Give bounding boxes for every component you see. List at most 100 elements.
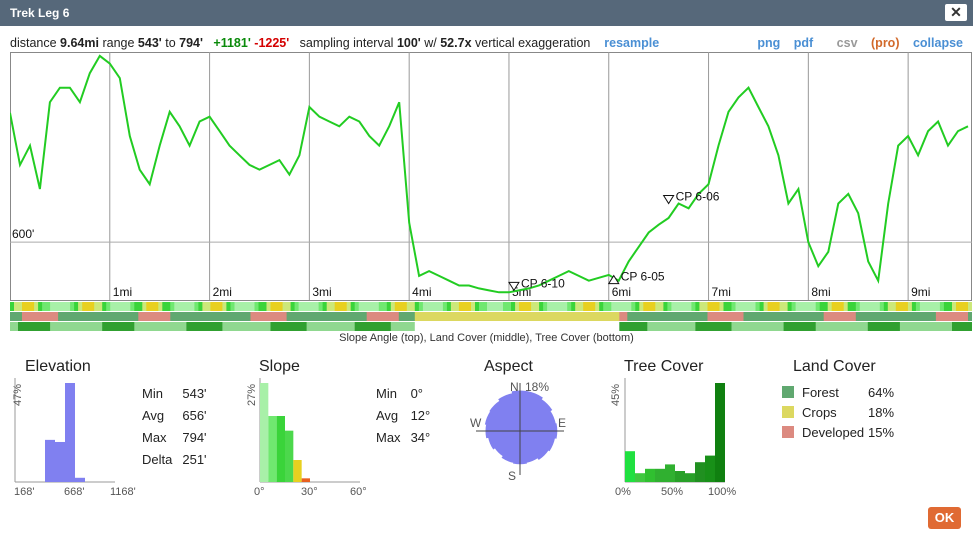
treecover-band-cell bbox=[907, 322, 913, 331]
elevation-bar bbox=[65, 383, 75, 482]
close-button[interactable]: ✕ bbox=[945, 4, 967, 21]
landcover-band-cell bbox=[102, 312, 107, 321]
stat-value: 12° bbox=[410, 408, 431, 423]
slope-band-cell bbox=[511, 302, 516, 311]
landcover-band-cell bbox=[539, 312, 544, 321]
treecover-band-cell bbox=[238, 322, 244, 331]
landcover-band-cell bbox=[935, 312, 941, 321]
slope-band bbox=[10, 302, 972, 311]
slope-band-cell bbox=[178, 302, 183, 311]
slope-bar bbox=[285, 430, 294, 482]
x-tick-label: 8mi bbox=[811, 285, 830, 299]
slope-band-cell bbox=[402, 302, 408, 311]
slope-band-cell bbox=[787, 302, 793, 311]
landcover-band-cell bbox=[655, 312, 660, 321]
landcover-band-cell bbox=[527, 312, 532, 321]
landcover-band-cell bbox=[915, 312, 921, 321]
with-label: w/ bbox=[424, 36, 437, 50]
slope-band-cell bbox=[174, 302, 179, 311]
landcover-band-cell bbox=[699, 312, 704, 321]
treecover-band-cell bbox=[739, 322, 745, 331]
treecover-band-cell bbox=[727, 322, 733, 331]
landcover-band-cell bbox=[779, 312, 785, 321]
landcover-band-cell bbox=[891, 312, 897, 321]
pdf-link[interactable]: pdf bbox=[793, 36, 814, 50]
slope-band-cell bbox=[915, 302, 921, 311]
tree-cover-bar bbox=[675, 471, 685, 482]
treecover-band-cell bbox=[146, 322, 151, 331]
elevation-bar bbox=[55, 441, 65, 482]
treecover-band-cell bbox=[563, 322, 568, 331]
landcover-band-cell bbox=[138, 312, 143, 321]
tree-cover-bar bbox=[705, 455, 715, 482]
treecover-band-cell bbox=[94, 322, 99, 331]
treecover-band-cell bbox=[206, 322, 211, 331]
csv-link[interactable]: csv (pro) bbox=[827, 36, 900, 50]
landcover-band-cell bbox=[414, 312, 420, 321]
treecover-band-cell bbox=[511, 322, 516, 331]
ok-button[interactable]: OK bbox=[928, 507, 961, 529]
stat-value: 656' bbox=[182, 408, 207, 423]
treecover-band-cell bbox=[394, 322, 400, 331]
slope-band-cell bbox=[86, 302, 91, 311]
slope-band-cell bbox=[66, 302, 71, 311]
landcover-band-cell bbox=[831, 312, 837, 321]
treecover-band-cell bbox=[519, 322, 524, 331]
slope-band-cell bbox=[262, 302, 268, 311]
treecover-band-cell bbox=[66, 322, 71, 331]
treecover-band-cell bbox=[667, 322, 672, 331]
slope-band-cell bbox=[619, 302, 624, 311]
treecover-band-cell bbox=[543, 322, 548, 331]
slope-band-cell bbox=[102, 302, 107, 311]
treecover-band-cell bbox=[246, 322, 252, 331]
png-link[interactable]: png bbox=[757, 36, 781, 50]
slope-band-cell bbox=[891, 302, 897, 311]
landcover-band-cell bbox=[286, 312, 292, 321]
treecover-band-cell bbox=[74, 322, 79, 331]
slope-band-cell bbox=[246, 302, 252, 311]
elevation-x-mid: 668' bbox=[64, 486, 85, 498]
treecover-band-cell bbox=[258, 322, 264, 331]
collapse-link[interactable]: collapse bbox=[912, 36, 963, 50]
resample-link[interactable]: resample bbox=[604, 36, 660, 50]
treecover-band-cell bbox=[130, 322, 135, 331]
treecover-band-cell bbox=[883, 322, 889, 331]
landcover-band-cell bbox=[398, 312, 404, 321]
treecover-band-cell bbox=[426, 322, 432, 331]
treecover-band-cell bbox=[218, 322, 223, 331]
landcover-band-cell bbox=[362, 312, 368, 321]
slope-band-cell bbox=[943, 302, 949, 311]
x-tick-label: 6mi bbox=[612, 285, 631, 299]
slope-band-cell bbox=[523, 302, 528, 311]
range-max: 794' bbox=[179, 36, 203, 50]
treecover-band-cell bbox=[198, 322, 203, 331]
elevation-stats: Min 543' Avg 656' Max 794' Delta 251' bbox=[140, 382, 217, 472]
landcover-band-cell bbox=[274, 312, 280, 321]
slope-avg-row: Avg 12° bbox=[376, 406, 438, 426]
slope-band-cell bbox=[170, 302, 175, 311]
treecover-band-cell bbox=[102, 322, 107, 331]
treecover-band-cell bbox=[26, 322, 31, 331]
landcover-band-cell bbox=[150, 312, 155, 321]
treecover-band-cell bbox=[731, 322, 737, 331]
aspect-west-label: W bbox=[470, 416, 482, 430]
treecover-band-cell bbox=[787, 322, 793, 331]
treecover-band-cell bbox=[438, 322, 444, 331]
slope-band-cell bbox=[907, 302, 913, 311]
exaggeration-label: vertical exaggeration bbox=[475, 36, 591, 50]
slope-band-cell bbox=[126, 302, 131, 311]
treecover-band-cell bbox=[719, 322, 725, 331]
slope-band-cell bbox=[795, 302, 801, 311]
checkpoint-marker: CP 6-06 bbox=[662, 190, 720, 205]
treecover-band-cell bbox=[815, 322, 821, 331]
treecover-band-cell bbox=[42, 322, 47, 331]
stat-key: Max bbox=[142, 430, 167, 445]
treecover-band-cell bbox=[939, 322, 945, 331]
slope-band-cell bbox=[631, 302, 636, 311]
slope-band-cell bbox=[130, 302, 135, 311]
landcover-band-cell bbox=[859, 312, 865, 321]
landcover-band-cell bbox=[795, 312, 801, 321]
slope-band-cell bbox=[454, 302, 460, 311]
landcover-band-cell bbox=[70, 312, 75, 321]
